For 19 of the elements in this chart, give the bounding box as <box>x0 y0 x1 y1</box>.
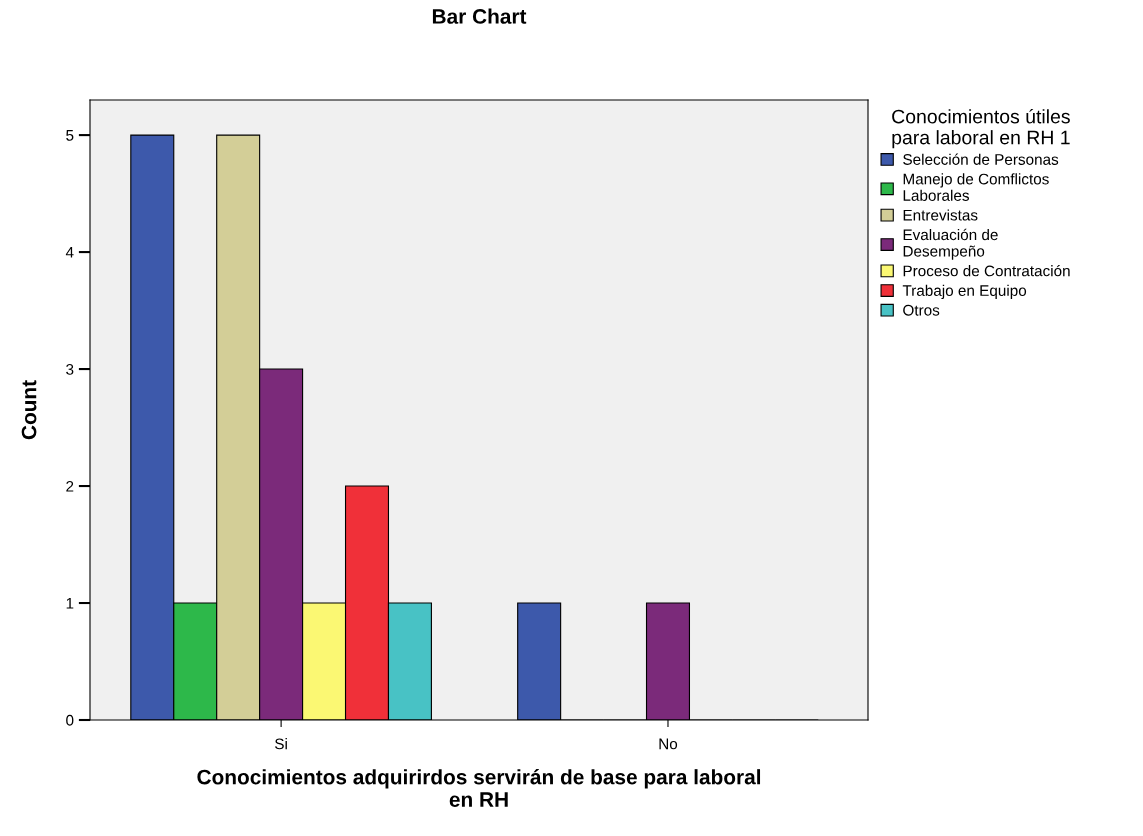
y-axis-title: Count <box>21 380 37 440</box>
y-tick-label: 5 <box>66 130 74 141</box>
y-tick-label: 1 <box>66 598 74 609</box>
legend-label: Trabajo en Equipo <box>902 284 1027 300</box>
legend-label: Selección de Personas <box>903 153 1059 165</box>
legend-label: Manejo de Comflictos Laborales <box>903 173 1049 201</box>
legend-title: Conocimientos útiles para laboral en RH 1 <box>892 108 1070 149</box>
y-tick-label: 2 <box>66 480 74 492</box>
y-tick-label: 3 <box>66 363 74 375</box>
y-tick-label: 0 <box>66 714 74 726</box>
legend-label: Evaluación de Desempeño <box>903 228 998 260</box>
y-tick-label: 4 <box>65 247 74 258</box>
chart-title: Bar Chart <box>432 8 527 24</box>
legend-label: Otros <box>903 304 940 316</box>
legend-label: Proceso de Contratación <box>903 264 1070 277</box>
legend-label: Entrevistas <box>903 209 978 221</box>
x-tick-label: Si <box>275 738 287 750</box>
x-axis-title: Conocimientos adquirirdos servirán de base para laboral en RH <box>197 768 761 807</box>
x-tick-label: No <box>659 738 678 750</box>
